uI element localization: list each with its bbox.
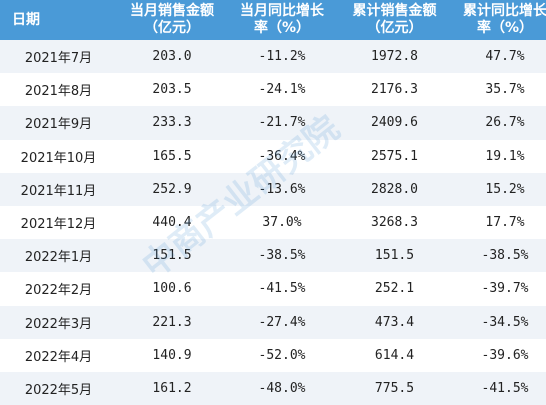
value-cell: 2409.6	[337, 106, 452, 140]
value-cell: -52.0%	[258, 347, 306, 363]
value-cell: 252.1	[374, 281, 415, 297]
value-cell: 15.2%	[452, 172, 546, 206]
value-cell: -38.5%	[227, 239, 337, 273]
date-cell: 2021年10月	[20, 150, 97, 166]
value-cell: 151.5	[117, 239, 227, 273]
header-row: 日期 当月销售金额 （亿元） 当月同比增长 率（%） 累计销售金额 （亿元） 累计同比增长 率（…	[0, 0, 546, 40]
date-cell: 2022年4月	[24, 349, 93, 365]
value-cell: 140.9	[152, 347, 192, 363]
value-cell: 1972.8	[337, 40, 452, 74]
value-cell: -39.7%	[481, 281, 529, 297]
date-cell: 2021年12月	[20, 217, 97, 233]
value-cell: 473.4	[337, 305, 452, 339]
table-row: 2021年10月 165.5 -36.4% 2575.1 19.1%	[0, 140, 546, 173]
header-line: （亿元）	[144, 20, 200, 36]
value-cell: -21.7%	[227, 106, 337, 140]
header-line: 当月销售金额	[130, 3, 214, 19]
header-cell: 日期	[0, 0, 117, 40]
value-cell: -39.6%	[481, 347, 529, 363]
value-cell: 17.7%	[485, 215, 525, 231]
table-row: 2021年9月 233.3 -21.7% 2409.6 26.7%	[0, 106, 546, 140]
date-cell: 2022年1月	[0, 239, 117, 273]
value-cell: 35.7%	[485, 82, 525, 98]
value-cell: -27.4%	[227, 305, 337, 339]
value-cell: 26.7%	[452, 106, 546, 140]
value-cell: -34.5%	[452, 305, 546, 339]
value-cell: 165.5	[152, 148, 192, 164]
value-cell: -11.2%	[227, 40, 337, 74]
table-row: 2021年8月 203.5 -24.1% 2176.3 35.7%	[0, 73, 546, 106]
value-cell: -13.6%	[227, 172, 337, 206]
table-row: 2022年5月 161.2 -48.0% 775.5 -41.5%	[0, 371, 546, 405]
value-cell: 2575.1	[371, 148, 418, 164]
date-cell: 2021年8月	[24, 84, 93, 100]
value-cell: 252.9	[117, 172, 227, 206]
value-cell: 47.7%	[452, 40, 546, 74]
table-row: 2022年2月 100.6 -41.5% 252.1 -39.7%	[0, 272, 546, 305]
date-cell: 2022年5月	[0, 371, 117, 405]
value-cell: 440.4	[152, 215, 192, 231]
value-cell: 614.4	[374, 347, 415, 363]
header-cell: 累计销售金额 （亿元）	[337, 0, 452, 40]
header-line: 率（%）	[253, 20, 311, 36]
header-cell: 当月同比增长 率（%）	[227, 0, 337, 40]
table-row: 2022年3月 221.3 -27.4% 473.4 -34.5%	[0, 305, 546, 339]
value-cell: -38.5%	[452, 239, 546, 273]
value-cell: 221.3	[117, 305, 227, 339]
header-line: 累计同比增长	[463, 3, 546, 19]
header-cell: 累计同比增长 率（%）	[452, 0, 546, 40]
value-cell: 2828.0	[337, 172, 452, 206]
value-cell: -36.4%	[258, 148, 306, 164]
value-cell: 233.3	[117, 106, 227, 140]
value-cell: -41.5%	[452, 371, 546, 405]
value-cell: 151.5	[337, 239, 452, 273]
value-cell: 203.5	[152, 82, 192, 98]
table-row: 2022年1月 151.5 -38.5% 151.5 -38.5%	[0, 239, 546, 273]
date-cell: 2022年3月	[0, 305, 117, 339]
value-cell: 203.0	[117, 40, 227, 74]
table-row: 2022年4月 140.9 -52.0% 614.4 -39.6%	[0, 339, 546, 372]
value-cell: 37.0%	[262, 215, 302, 231]
value-cell: -48.0%	[227, 371, 337, 405]
value-cell: 100.6	[152, 281, 192, 297]
header-line: 率（%）	[476, 20, 534, 36]
date-cell: 2021年9月	[0, 106, 117, 140]
value-cell: -41.5%	[258, 281, 306, 297]
value-cell: 19.1%	[485, 148, 525, 164]
value-cell: -24.1%	[258, 82, 306, 98]
table-row: 2021年11月 252.9 -13.6% 2828.0 15.2%	[0, 172, 546, 206]
table-row: 2021年12月 440.4 37.0% 3268.3 17.7%	[0, 206, 546, 239]
header-line: 当月同比增长	[240, 3, 324, 19]
value-cell: 2176.3	[371, 82, 418, 98]
value-cell: 3268.3	[371, 215, 418, 231]
value-cell: 775.5	[337, 371, 452, 405]
value-cell: 161.2	[117, 371, 227, 405]
header-line: 日期	[12, 11, 40, 28]
date-cell: 2022年2月	[24, 283, 93, 299]
header-line: 累计销售金额	[352, 3, 437, 19]
date-cell: 2021年7月	[0, 40, 117, 74]
header-cell: 当月销售金额 （亿元）	[117, 0, 227, 40]
table-body: 2021年7月 203.0 -11.2% 1972.8 47.7% 2021年8月 203.…	[0, 40, 546, 405]
table-row: 2021年7月 203.0 -11.2% 1972.8 47.7%	[0, 40, 546, 74]
date-cell: 2021年11月	[0, 172, 117, 206]
header-line: （亿元）	[366, 20, 423, 36]
